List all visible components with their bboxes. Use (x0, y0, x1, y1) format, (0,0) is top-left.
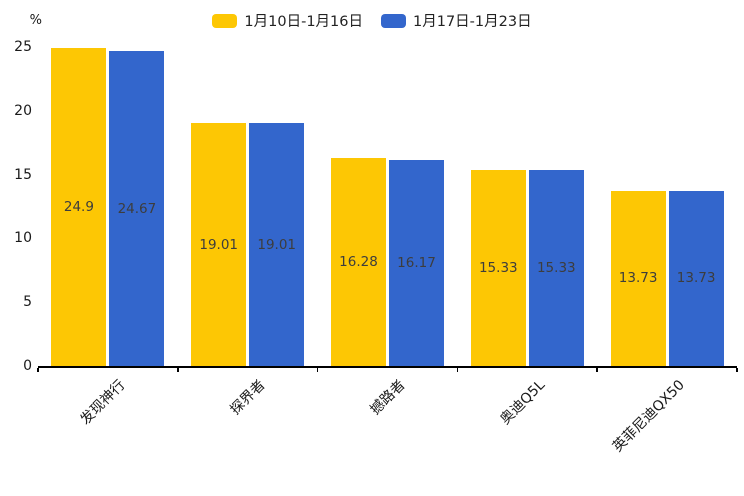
x-axis-line (38, 366, 737, 368)
bar-value-label: 15.33 (536, 260, 576, 277)
bar-series0-cat3[interactable] (470, 170, 526, 366)
legend-swatch-icon (381, 13, 406, 28)
bar-series1-cat0[interactable] (109, 51, 165, 366)
bar-value-label: 16.28 (339, 254, 378, 271)
bar-series0-cat4[interactable] (610, 190, 666, 366)
x-axis-tick (316, 368, 319, 372)
x-axis-tick (736, 368, 738, 372)
x-category-label: 英菲尼迪QX50 (609, 377, 688, 456)
legend-swatch-icon (212, 13, 238, 28)
x-axis-tick (177, 368, 179, 372)
bar-series0-cat2[interactable] (331, 158, 386, 366)
bar-value-label: 13.73 (676, 270, 716, 287)
legend-item-1[interactable]: 1月17日-1月23日 (381, 10, 532, 31)
bar-value-label: 19.01 (199, 236, 239, 253)
bar-value-label: 16.17 (397, 254, 436, 271)
x-axis-tick (37, 368, 39, 372)
legend-item-label: 1月10日-1月16日 (244, 14, 363, 30)
bar-value-label: 24.9 (63, 199, 94, 216)
bar-value-label: 15.33 (478, 260, 518, 277)
bar-series0-cat0[interactable] (51, 48, 107, 366)
bar-value-label: 19.01 (257, 236, 297, 253)
y-axis-unit-label: % (29, 13, 42, 28)
bar-series1-cat4[interactable] (668, 190, 724, 366)
x-category-label: 撼路者 (366, 377, 408, 419)
y-tick-label: 25 (14, 39, 32, 55)
bar-value-label: 13.73 (618, 270, 658, 287)
x-category-label: 探界者 (227, 377, 269, 419)
bar-value-label: 24.67 (117, 200, 157, 217)
y-tick-label: 5 (23, 294, 32, 311)
bar-series1-cat3[interactable] (528, 170, 584, 366)
x-category-label: 发现神行 (77, 377, 129, 429)
bar-series0-cat1[interactable] (191, 123, 247, 366)
bar-series1-cat1[interactable] (249, 123, 305, 366)
x-axis-tick (596, 368, 598, 372)
bar-series1-cat2[interactable] (389, 159, 444, 366)
legend-item-label: 1月17日-1月23日 (413, 14, 532, 30)
y-tick-label: 0 (23, 358, 32, 374)
y-tick-label: 15 (14, 166, 32, 183)
x-category-label: 奥迪Q5L (497, 377, 548, 428)
x-axis-tick (456, 368, 459, 372)
y-tick-label: 20 (14, 102, 32, 119)
legend: 1月10日-1月16日 1月17日-1月23日 (0, 10, 744, 31)
y-tick-label: 10 (14, 230, 32, 247)
legend-item-0[interactable]: 1月10日-1月16日 (212, 10, 363, 31)
